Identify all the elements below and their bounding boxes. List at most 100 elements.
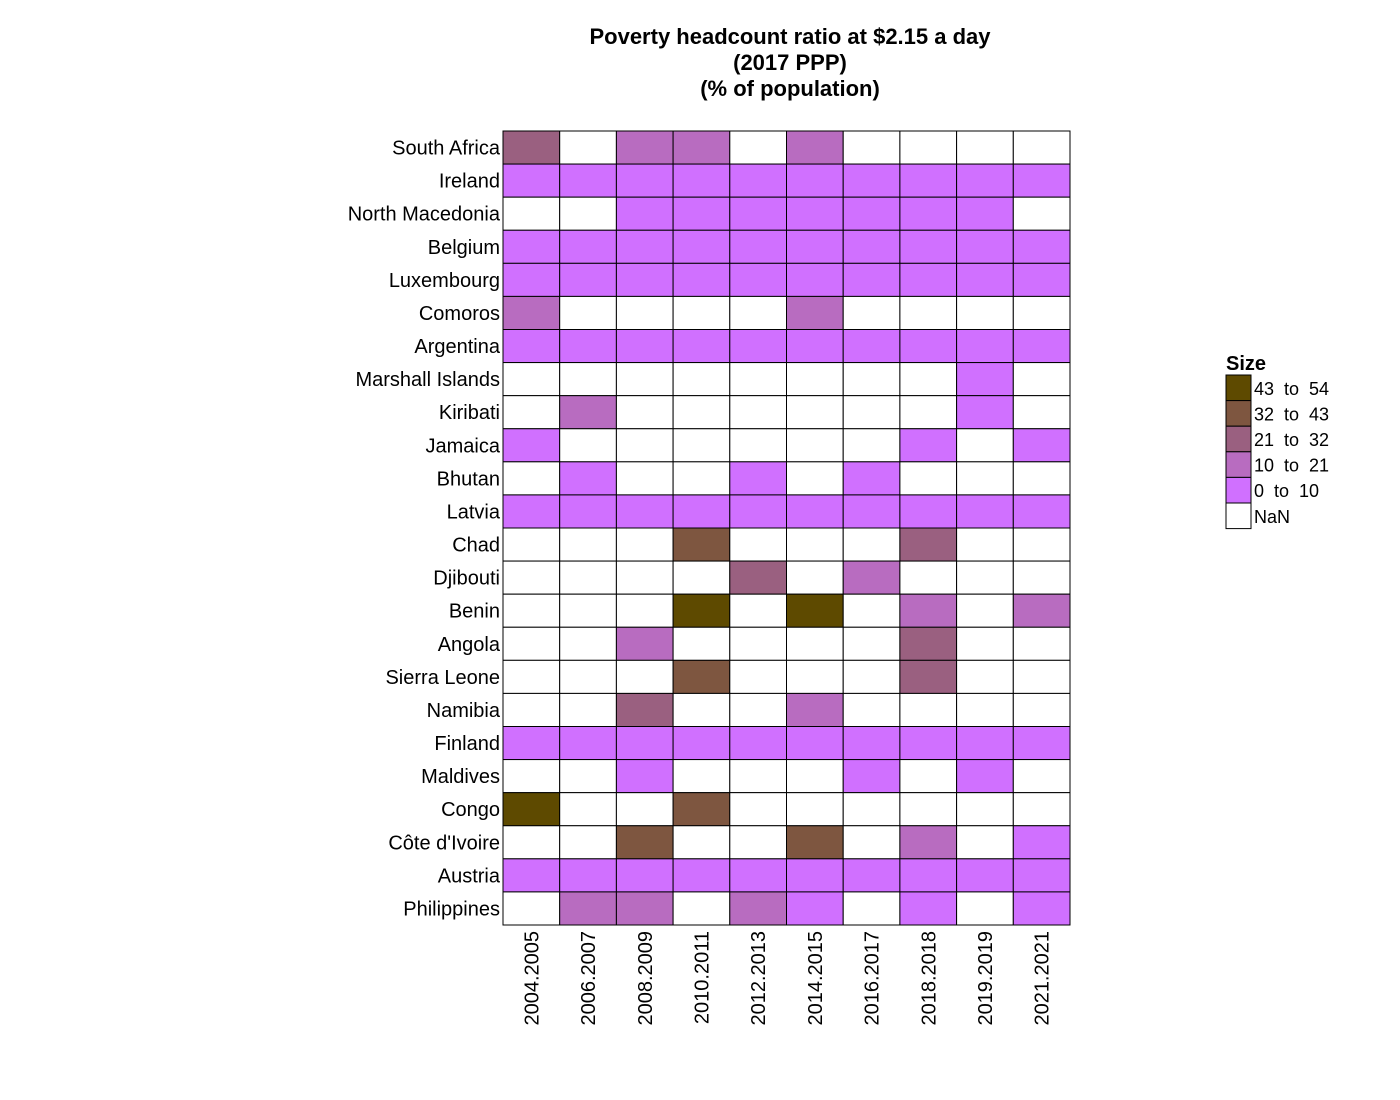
heatmap-cell xyxy=(1012,461,1071,496)
legend-swatch xyxy=(1225,400,1252,427)
heatmap-cell xyxy=(786,726,844,761)
heatmap-cell xyxy=(502,329,561,364)
heatmap-cell xyxy=(729,229,787,264)
heatmap-cell xyxy=(729,891,787,926)
heatmap-cell xyxy=(502,461,561,496)
heatmap-cell xyxy=(842,262,901,297)
heatmap-cell xyxy=(672,593,731,628)
heatmap-cell xyxy=(1012,494,1071,529)
heatmap-cell xyxy=(502,759,561,794)
column-labels: 2004.2005 2006.2007 2008.2009 2010.2011 2012… xyxy=(521,931,1053,1026)
heatmap-cell xyxy=(956,494,1014,529)
row-label: North Macedonia xyxy=(348,204,501,226)
legend-swatch xyxy=(1225,502,1252,530)
heatmap-cell xyxy=(786,494,844,529)
heatmap-cell xyxy=(559,560,617,595)
heatmap-cell xyxy=(842,329,901,364)
heatmap-cell xyxy=(502,395,561,430)
heatmap-cell xyxy=(842,560,901,595)
row-label: Maldives xyxy=(421,766,500,788)
heatmap-cell xyxy=(672,858,731,893)
heatmap-cell xyxy=(842,461,901,496)
heatmap-cell xyxy=(899,726,958,761)
heatmap-cell xyxy=(615,792,674,827)
row-label: Marshall Islands xyxy=(355,369,500,391)
heatmap-cell xyxy=(729,196,787,231)
chart-title-line-2: (2017 PPP) xyxy=(733,50,847,75)
heatmap-cell xyxy=(899,329,958,364)
heatmap-cell xyxy=(1012,130,1071,165)
heatmap-cell xyxy=(899,428,958,463)
heatmap-cell xyxy=(842,395,901,430)
heatmap-cell xyxy=(502,295,561,331)
heatmap-cell xyxy=(502,196,561,231)
heatmap-cell xyxy=(1012,659,1071,694)
heatmap-cell xyxy=(1012,726,1071,761)
heatmap-cell xyxy=(1012,395,1071,430)
heatmap-cell xyxy=(729,428,787,463)
heatmap-cell xyxy=(559,891,617,926)
row-label: Belgium xyxy=(428,237,500,259)
heatmap-cell xyxy=(956,196,1014,231)
legend-label: 0 to 10 xyxy=(1254,481,1319,501)
heatmap-cell xyxy=(786,329,844,364)
heatmap-cell xyxy=(956,692,1014,727)
heatmap-cell xyxy=(842,163,901,198)
heatmap-cell xyxy=(786,692,844,727)
heatmap-cell xyxy=(786,196,844,231)
heatmap-cell xyxy=(615,163,674,198)
heatmap-cell xyxy=(615,659,674,694)
heatmap-cell xyxy=(729,759,787,794)
heatmap-cell xyxy=(956,759,1014,794)
heatmap-cell xyxy=(899,626,958,661)
heatmap-cell xyxy=(559,329,617,364)
heatmap-cell xyxy=(729,362,787,397)
heatmap-cell xyxy=(956,295,1014,331)
heatmap-cell xyxy=(1012,759,1071,794)
heatmap-cell xyxy=(956,527,1014,562)
heatmap-cell xyxy=(899,792,958,827)
heatmap-cell xyxy=(842,858,901,893)
heatmap-cell xyxy=(729,130,787,165)
heatmap-cell xyxy=(615,130,674,165)
heatmap-cell xyxy=(672,726,731,761)
column-label: 2016.2017 xyxy=(862,931,884,1026)
legend-label: 10 to 21 xyxy=(1254,456,1329,476)
row-label: Comoros xyxy=(419,303,500,325)
heatmap-cell xyxy=(559,659,617,694)
heatmap-cell xyxy=(786,362,844,397)
heatmap-cell xyxy=(672,362,731,397)
heatmap-cell xyxy=(502,130,561,165)
row-label: Finland xyxy=(434,733,500,755)
heatmap-cell xyxy=(1012,329,1071,364)
heatmap-cell xyxy=(956,428,1014,463)
heatmap-cell xyxy=(786,891,844,926)
heatmap-cell xyxy=(559,692,617,727)
heatmap-cell xyxy=(956,792,1014,827)
heatmap-cell xyxy=(502,792,561,827)
legend: Size 43 to 54 32 to 43 21 to 32 10 to 21 0 t… xyxy=(1225,353,1329,530)
heatmap-cell xyxy=(729,461,787,496)
heatmap-cell xyxy=(1012,792,1071,827)
heatmap-cell xyxy=(842,362,901,397)
legend-label: 32 to 43 xyxy=(1254,404,1329,424)
heatmap-cell xyxy=(956,825,1014,860)
column-label: 2004.2005 xyxy=(521,931,543,1026)
heatmap-cell xyxy=(502,262,561,297)
heatmap-cell xyxy=(786,295,844,331)
heatmap-cell xyxy=(615,759,674,794)
row-label: Chad xyxy=(452,535,500,557)
row-label: South Africa xyxy=(392,138,501,160)
heatmap-cell xyxy=(956,229,1014,264)
heatmap-cell xyxy=(956,560,1014,595)
heatmap-cell xyxy=(1012,196,1071,231)
heatmap-cell xyxy=(786,626,844,661)
heatmap-cell xyxy=(956,461,1014,496)
heatmap-cell xyxy=(559,163,617,198)
column-label: 2012.2013 xyxy=(748,931,770,1026)
row-label: Namibia xyxy=(427,700,501,722)
heatmap-cell xyxy=(899,362,958,397)
row-label: Congo xyxy=(441,799,500,821)
heatmap-cell xyxy=(956,659,1014,694)
